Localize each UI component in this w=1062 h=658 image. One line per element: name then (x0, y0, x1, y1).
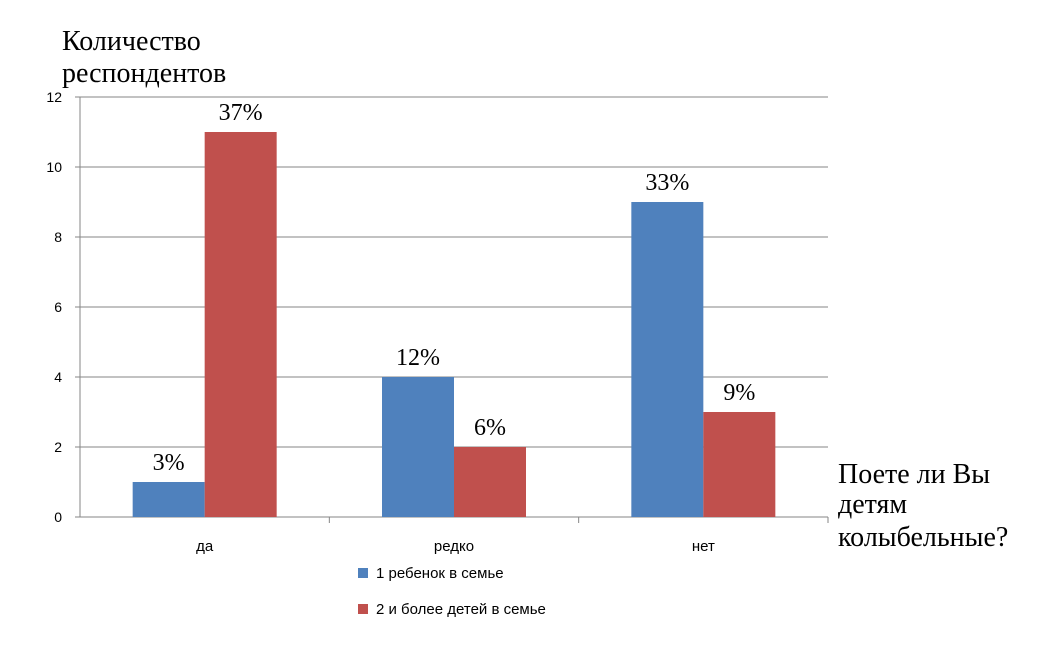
data-labels: 3% 37% 12% 6% 33% 9% (153, 100, 756, 476)
y-tick-label: 12 (46, 89, 62, 105)
y-tick-label: 2 (54, 439, 62, 455)
data-label: 3% (153, 450, 185, 476)
y-tick-label: 0 (54, 509, 62, 525)
legend-swatch (358, 604, 368, 614)
x-axis-title-line-2: детям (838, 489, 907, 520)
bar (631, 202, 704, 517)
data-label: 37% (219, 100, 263, 126)
legend: 1 ребенок в семье 2 и более детей в семье (358, 565, 546, 618)
x-tick-labels: да редко нет (196, 538, 715, 555)
y-tick-label: 6 (54, 299, 62, 315)
x-tick-label: нет (692, 538, 715, 555)
bar (703, 412, 776, 517)
bar (132, 482, 205, 517)
data-label: 9% (723, 380, 755, 406)
x-tick-label: да (196, 538, 214, 555)
x-tick-label: редко (434, 538, 474, 555)
data-label: 12% (396, 345, 440, 371)
legend-swatch (358, 568, 368, 578)
legend-label: 1 ребенок в семье (376, 565, 504, 582)
y-tick-label: 10 (46, 159, 62, 175)
legend-label: 2 и более детей в семье (376, 601, 546, 618)
y-axis-title-line-1: Количество (62, 26, 201, 57)
y-tick-label: 8 (54, 229, 62, 245)
bar (204, 132, 277, 517)
x-axis-title-line-1: Поете ли Вы (838, 459, 990, 490)
data-label: 33% (645, 170, 689, 196)
bar (382, 377, 454, 517)
y-axis-title-line-2: респондентов (62, 58, 226, 89)
bar (454, 447, 526, 517)
y-tick-labels: 0 2 4 6 8 10 12 (46, 89, 62, 525)
x-axis-title-line-3: колыбельные? (838, 522, 1008, 553)
data-label: 6% (474, 415, 506, 441)
bars (132, 132, 776, 517)
y-tick-label: 4 (54, 369, 62, 385)
